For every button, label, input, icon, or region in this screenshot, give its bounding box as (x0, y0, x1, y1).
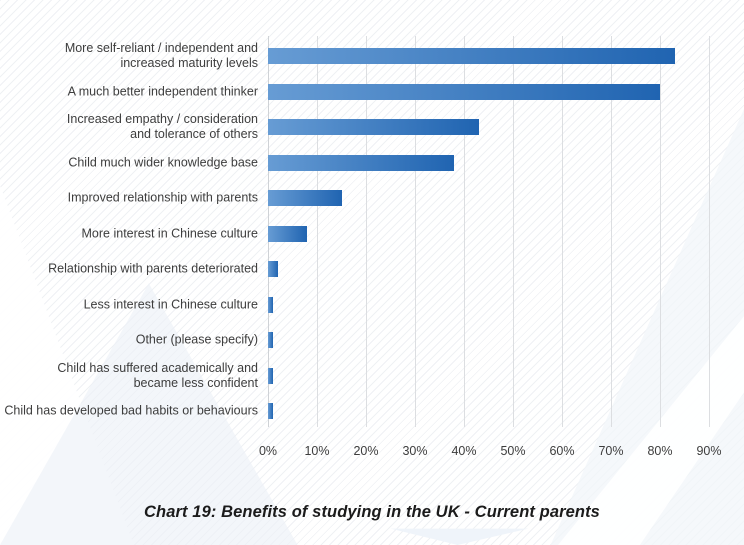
x-axis-tick-label: 30% (402, 444, 428, 458)
x-axis-tick-label: 60% (549, 444, 575, 458)
chart-title: Chart 19: Benefits of studying in the UK… (144, 503, 600, 521)
category-label: Child has developed bad habits or behavi… (4, 403, 258, 418)
gridline (366, 36, 367, 427)
bar-4 (268, 154, 455, 171)
x-axis-tick-label: 90% (696, 444, 722, 458)
bar-1 (268, 48, 675, 64)
gridline (317, 36, 318, 427)
gridline (562, 36, 563, 427)
gridline (513, 36, 514, 427)
bar-2 (268, 83, 660, 100)
category-label: Relationship with parents deteriorated (48, 261, 258, 276)
bar-11 (268, 403, 273, 419)
bar-3 (268, 119, 479, 135)
x-axis-tick-label: 80% (647, 444, 673, 458)
x-axis-tick-label: 70% (598, 444, 624, 458)
bar-6 (268, 225, 308, 242)
x-axis-tick-label: 10% (304, 444, 330, 458)
category-label: Child has suffered academically and beca… (57, 360, 258, 390)
bar-8 (268, 296, 273, 313)
category-label: A much better independent thinker (67, 84, 258, 98)
x-axis-tick-label: 20% (353, 444, 379, 458)
category-label: Improved relationship with parents (67, 190, 258, 205)
category-label: Increased empathy / consideration and to… (66, 112, 258, 141)
category-label: Child much wider knowledge base (68, 155, 258, 169)
x-axis-tick-label: 0% (258, 444, 278, 458)
bar-7 (268, 261, 278, 277)
gridline (709, 36, 710, 427)
gridline (660, 36, 661, 427)
gridline (415, 36, 416, 427)
bar-10 (268, 367, 273, 384)
category-label: More self-reliant / independent and incr… (64, 41, 258, 70)
x-axis-tick-label: 40% (451, 444, 477, 458)
x-axis-tick-label: 50% (500, 444, 526, 458)
category-label: More interest in Chinese culture (81, 226, 258, 240)
gridline (464, 36, 465, 427)
bar-5 (268, 190, 342, 206)
gridline (611, 36, 612, 427)
category-label: Other (please specify) (135, 332, 258, 347)
category-label: Less interest in Chinese culture (83, 297, 258, 311)
bar-9 (268, 332, 273, 348)
